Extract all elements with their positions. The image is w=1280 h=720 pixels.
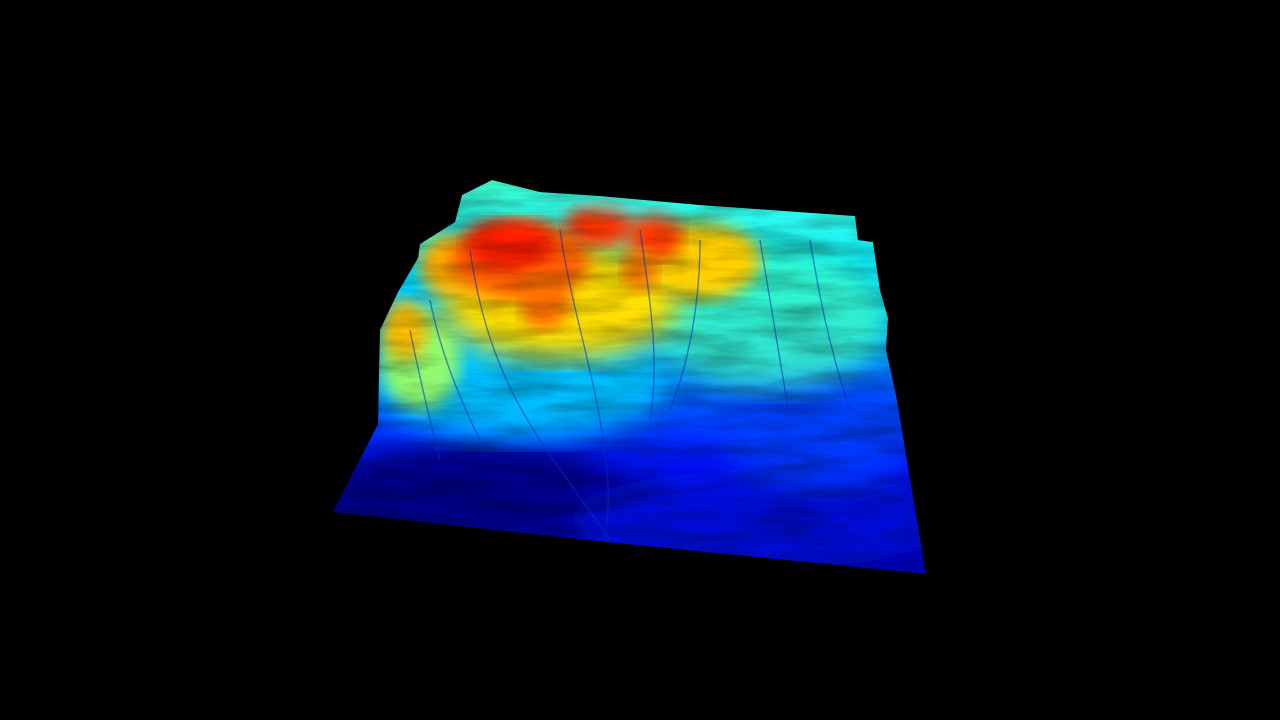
drainage-channels (409, 229, 851, 541)
terrain-mesh-group (333, 180, 926, 574)
